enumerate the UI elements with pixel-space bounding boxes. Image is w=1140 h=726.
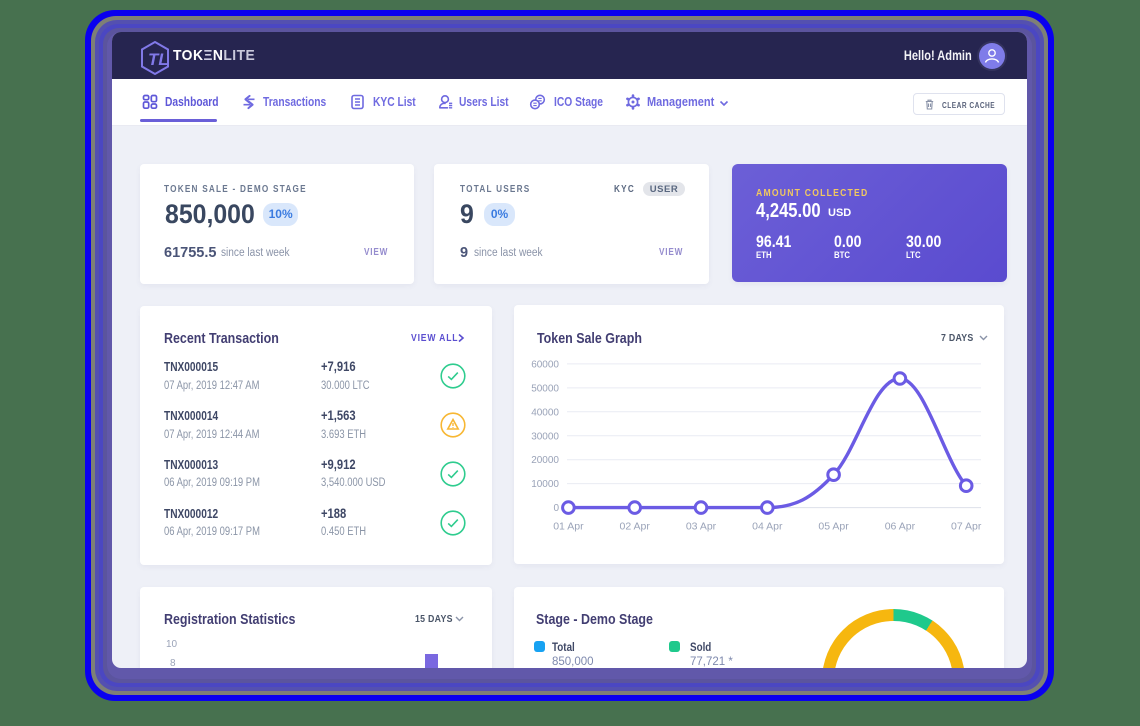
svg-text:60000: 60000	[531, 359, 559, 370]
svg-text:50000: 50000	[531, 383, 559, 394]
svg-text:02 Apr: 02 Apr	[620, 520, 651, 532]
svg-text:0: 0	[553, 503, 559, 514]
svg-text:10000: 10000	[531, 479, 559, 490]
svg-text:40000: 40000	[531, 407, 559, 418]
svg-text:07 Apr: 07 Apr	[951, 520, 982, 532]
svg-text:TL: TL	[148, 50, 169, 69]
svg-text:01 Apr: 01 Apr	[553, 520, 584, 532]
svg-text:06 Apr: 06 Apr	[885, 520, 916, 532]
svg-text:30000: 30000	[531, 431, 559, 442]
svg-text:03 Apr: 03 Apr	[686, 520, 717, 532]
svg-text:20000: 20000	[531, 455, 559, 466]
svg-text:05 Apr: 05 Apr	[818, 520, 849, 532]
svg-text:04 Apr: 04 Apr	[752, 520, 783, 532]
